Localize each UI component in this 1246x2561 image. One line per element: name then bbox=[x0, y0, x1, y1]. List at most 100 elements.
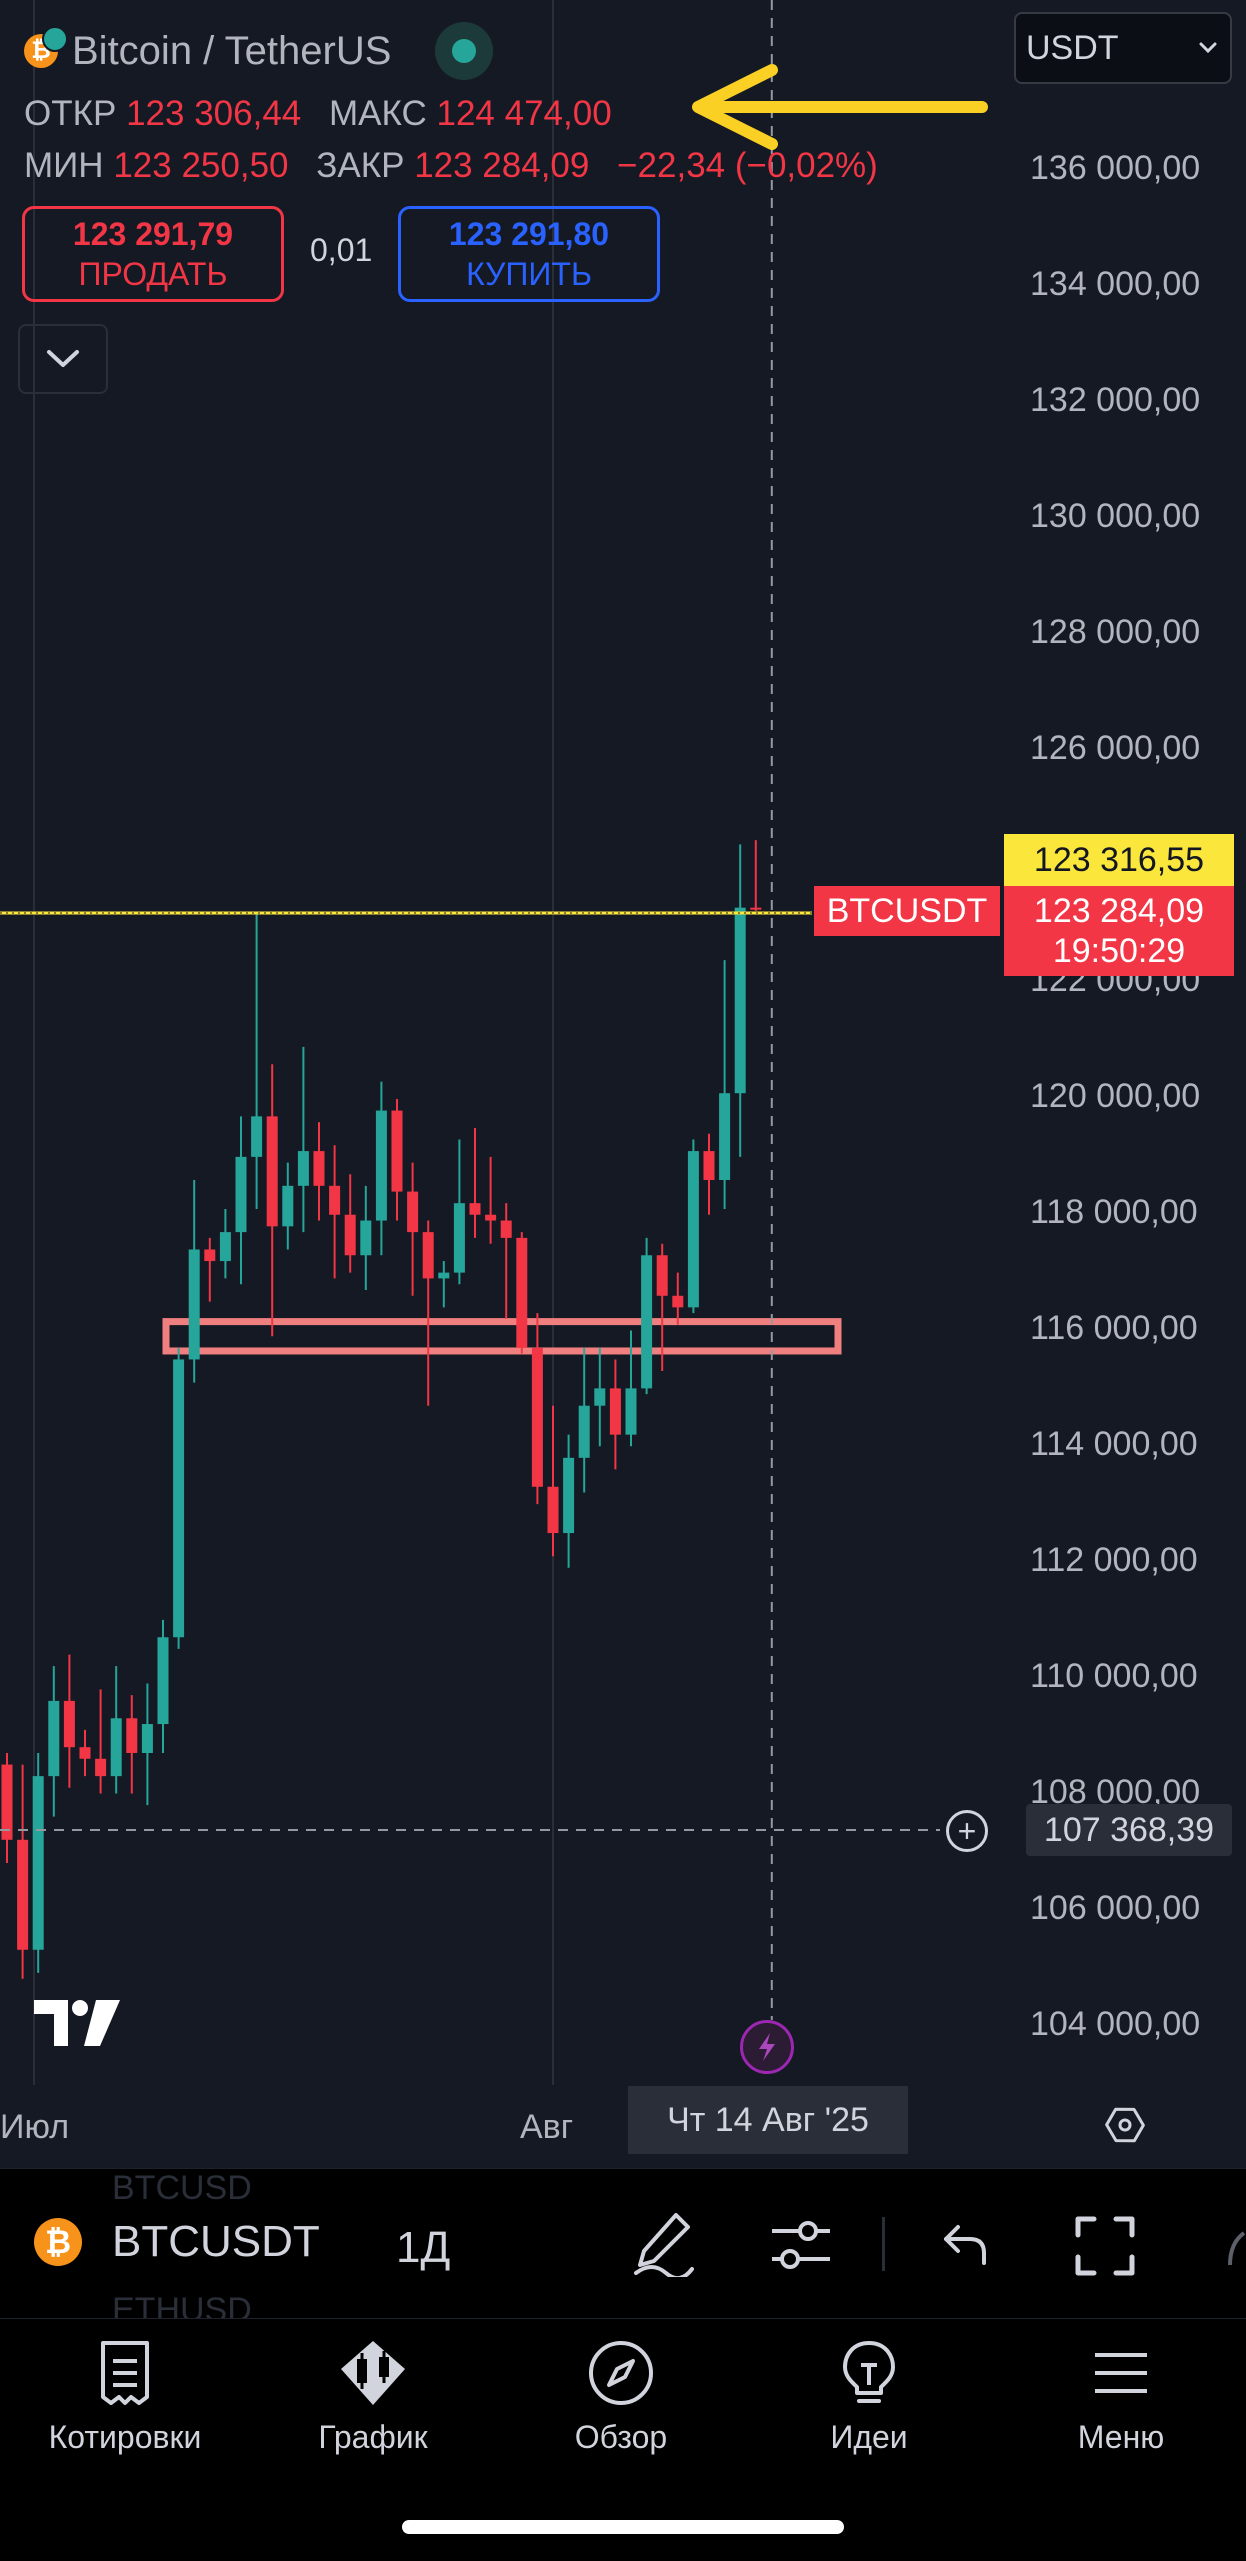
nav-menu[interactable]: Меню bbox=[996, 2339, 1246, 2456]
undo-icon[interactable] bbox=[942, 2223, 990, 2267]
price-label: 104 000,00 bbox=[1030, 2005, 1201, 2043]
symbol-title[interactable]: Bitcoin / TetherUS bbox=[72, 28, 392, 73]
indicators-sliders-icon[interactable] bbox=[770, 2217, 832, 2273]
ohlc-row-1: ОТКР 123 306,44 МАКС 124 474,00 bbox=[24, 94, 630, 134]
symbol-selector[interactable]: ₿ BTCUSDT bbox=[34, 2217, 320, 2267]
candle-body bbox=[609, 1388, 621, 1435]
candle-body bbox=[360, 1220, 372, 1256]
alert-price-tag[interactable]: 123 316,55 bbox=[1004, 834, 1234, 886]
candle-body bbox=[407, 1191, 419, 1233]
month-label-jul: Июл bbox=[0, 2108, 70, 2146]
candle-body bbox=[79, 1747, 91, 1759]
price-label: 130 000,00 bbox=[1030, 497, 1201, 535]
candle-body bbox=[48, 1700, 60, 1777]
quotes-document-icon bbox=[101, 2341, 149, 2405]
sell-price: 123 291,79 bbox=[72, 216, 234, 252]
candle-body bbox=[719, 1093, 731, 1181]
chevron-down-icon bbox=[47, 350, 79, 367]
price-label: 116 000,00 bbox=[1030, 1309, 1198, 1347]
toolbar-divider bbox=[882, 2217, 885, 2271]
currency-value: USDT bbox=[1026, 28, 1119, 67]
candle-body bbox=[95, 1758, 107, 1777]
candle-body bbox=[344, 1214, 356, 1256]
candle-body bbox=[547, 1486, 559, 1534]
candle-body bbox=[251, 1116, 263, 1157]
chart-candles-icon bbox=[341, 2341, 405, 2405]
close-value: 123 284,09 bbox=[414, 146, 590, 185]
bitcoin-icon: ₿ bbox=[34, 2218, 82, 2266]
buy-label: КУПИТЬ bbox=[466, 256, 592, 292]
annotation-arrow bbox=[692, 64, 988, 150]
open-label: ОТКР bbox=[24, 94, 117, 133]
more-tools-partial-icon[interactable] bbox=[1226, 2229, 1246, 2269]
candle-body bbox=[297, 1151, 309, 1186]
candle-body bbox=[126, 1718, 138, 1753]
nav-overview[interactable]: Обзор bbox=[496, 2339, 746, 2456]
nav-ideas[interactable]: Идеи bbox=[744, 2339, 994, 2456]
candle-body bbox=[687, 1151, 699, 1308]
candle-body bbox=[641, 1255, 653, 1389]
drawing-pen-icon[interactable] bbox=[632, 2211, 694, 2277]
candle-body bbox=[656, 1255, 668, 1296]
ohlc-row-2: МИН 123 250,50 ЗАКР 123 284,09 −22,34 (−… bbox=[24, 146, 896, 186]
close-label: ЗАКР bbox=[316, 146, 405, 185]
low-label: МИН bbox=[24, 146, 104, 185]
candle-body bbox=[703, 1151, 715, 1181]
candle-body bbox=[1, 1764, 13, 1840]
candle-body bbox=[485, 1214, 497, 1221]
last-price: 123 284,09 bbox=[1033, 892, 1205, 930]
candle-body bbox=[438, 1272, 450, 1279]
candle-body bbox=[563, 1457, 575, 1534]
price-label: 126 000,00 bbox=[1030, 729, 1201, 767]
candle-body bbox=[329, 1185, 341, 1215]
price-label: 120 000,00 bbox=[1030, 1077, 1201, 1115]
month-label-aug: Авг bbox=[520, 2108, 574, 2146]
candle-body bbox=[672, 1295, 684, 1308]
price-label: 114 000,00 bbox=[1030, 1425, 1198, 1463]
settings-hexagon-icon[interactable] bbox=[1104, 2104, 1146, 2146]
bitcoin-icon: ₿ bbox=[24, 26, 68, 68]
nav-chart-label: График bbox=[318, 2419, 428, 2455]
high-value: 124 474,00 bbox=[436, 94, 612, 133]
bar-countdown: 19:50:29 bbox=[1052, 932, 1186, 970]
home-indicator[interactable] bbox=[402, 2520, 844, 2534]
market-open-indicator[interactable] bbox=[435, 22, 494, 80]
candle-body bbox=[375, 1110, 387, 1221]
crosshair-date-tag: Чт 14 Авг '25 bbox=[628, 2086, 908, 2154]
price-label: 118 000,00 bbox=[1030, 1193, 1198, 1231]
currency-select[interactable]: USDT bbox=[1014, 12, 1232, 84]
price-label: 110 000,00 bbox=[1030, 1657, 1198, 1695]
buy-price: 123 291,80 bbox=[448, 216, 610, 252]
price-label: 112 000,00 bbox=[1030, 1541, 1198, 1579]
nav-overview-label: Обзор bbox=[574, 2419, 668, 2455]
candle-body bbox=[594, 1388, 606, 1406]
candle-body bbox=[157, 1637, 169, 1725]
candle-body bbox=[235, 1156, 247, 1233]
candle-body bbox=[282, 1185, 294, 1227]
add-alert-plus-icon[interactable]: + bbox=[946, 1810, 988, 1852]
symbol-header[interactable]: ₿ Bitcoin / TetherUS bbox=[24, 22, 494, 80]
candle-body bbox=[578, 1405, 590, 1458]
collapse-legend-button[interactable] bbox=[18, 324, 108, 394]
candle-body bbox=[422, 1232, 434, 1279]
candle-body bbox=[219, 1232, 231, 1262]
lightbulb-icon bbox=[843, 2341, 895, 2403]
interval-selector[interactable]: 1Д bbox=[396, 2223, 451, 2272]
open-value: 123 306,44 bbox=[126, 94, 302, 133]
price-label: 106 000,00 bbox=[1030, 1889, 1201, 1927]
sell-button[interactable]: 123 291,79 ПРОДАТЬ bbox=[22, 206, 284, 302]
high-label: МАКС bbox=[328, 94, 427, 133]
candle-body bbox=[531, 1347, 543, 1487]
last-price-tag: 123 284,09 19:50:29 bbox=[1004, 886, 1234, 976]
candle-body bbox=[110, 1718, 122, 1777]
nav-chart[interactable]: График bbox=[248, 2339, 498, 2456]
fullscreen-icon[interactable] bbox=[1074, 2215, 1136, 2277]
toolbar-symbol: BTCUSDT bbox=[112, 2217, 320, 2266]
lightning-icon[interactable] bbox=[740, 2020, 794, 2074]
buy-button[interactable]: 123 291,80 КУПИТЬ bbox=[398, 206, 660, 302]
nav-ideas-label: Идеи bbox=[830, 2419, 908, 2455]
candle-body bbox=[32, 1776, 44, 1950]
candlestick-chart[interactable] bbox=[0, 0, 1246, 2168]
price-label: 134 000,00 bbox=[1030, 265, 1201, 303]
nav-quotes[interactable]: Котировки bbox=[0, 2339, 250, 2456]
